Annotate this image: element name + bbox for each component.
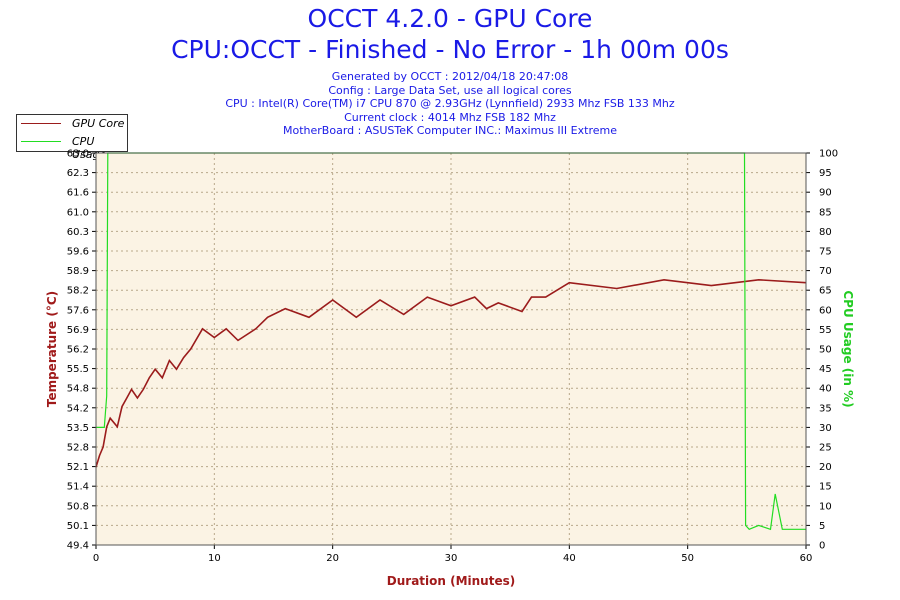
info-motherboard: MotherBoard : ASUSTeK Computer INC.: Max… [283,124,617,137]
y-tick-label: 61.6 [67,188,89,199]
y2-tick-label: 60 [819,305,832,316]
info-clock: Current clock : 4014 Mhz FSB 182 Mhz [344,110,556,124]
y2-tick-label: 45 [819,364,832,375]
chart-subtitle: CPU:OCCT - Finished - No Error - 1h 00m … [171,35,729,64]
y-tick-label: 57.6 [67,305,89,316]
y2-tick-label: 40 [819,384,832,395]
y2-tick-label: 95 [819,168,832,179]
y-tick-label: 49.4 [67,541,89,552]
y2-tick-label: 15 [819,482,832,493]
x-tick-label: 60 [800,553,813,564]
y2-tick-label: 85 [819,207,832,218]
y-tick-label: 52.1 [67,462,89,473]
legend-item-gpu: GPU Core [17,115,127,133]
y-tick-label: 58.9 [67,266,89,277]
info-generated: Generated by OCCT : 2012/04/18 20:47:08 [331,70,569,83]
y-tick-label: 53.5 [67,423,89,434]
y-tick-label: 52.8 [67,443,89,454]
x-tick-label: 40 [563,553,576,564]
x-tick-label: 10 [208,553,221,564]
y-tick-label: 59.6 [67,247,89,258]
y2-tick-label: 80 [819,227,832,238]
y2-tick-label: 0 [819,541,825,552]
x-tick-label: 0 [93,553,99,564]
plot-frame [95,152,807,546]
y-tick-label: 60.3 [67,227,89,238]
legend-swatch-gpu [21,123,61,124]
y2-tick-label: 5 [819,521,825,532]
x-axis-label: Duration (Minutes) [387,574,515,588]
y-tick-label: 55.5 [67,364,89,375]
y2-tick-label: 70 [819,266,832,277]
legend-swatch-cpu [21,141,61,142]
y2-axis-label: CPU Usage (in %) [841,290,855,407]
y2-tick-label: 25 [819,443,832,454]
x-tick-label: 30 [445,553,458,564]
y-tick-label: 62.3 [67,168,89,179]
y2-tick-label: 100 [819,149,838,160]
y-tick-label: 56.2 [67,345,89,356]
y2-tick-label: 90 [819,188,832,199]
y2-tick-label: 35 [819,403,832,414]
x-tick-label: 50 [681,553,694,564]
y2-tick-label: 30 [819,423,832,434]
y-tick-label: 63.0 [67,149,89,160]
y2-tick-label: 10 [819,501,832,512]
series-line-gpu-core [95,278,807,468]
y-tick-label: 51.4 [67,482,89,493]
info-config: Config : Large Data Set, use all logical… [328,83,572,97]
y-tick-label: 50.1 [67,521,89,532]
y2-tick-label: 55 [819,325,832,336]
info-cpu: CPU : Intel(R) Core(TM) i7 CPU 870 @ 2.9… [225,97,675,110]
legend-label-gpu: GPU Core [72,117,125,130]
y-tick-label: 54.2 [67,403,89,414]
x-tick-label: 20 [326,553,339,564]
y-tick-label: 50.8 [67,501,89,512]
y-tick-label: 54.8 [67,384,89,395]
y2-tick-label: 65 [819,286,832,297]
y2-tick-label: 20 [819,462,832,473]
y-tick-label: 58.2 [67,286,89,297]
chart-legend: GPU Core CPU Usage [16,114,128,161]
y-axis-label: Temperature (°C) [45,291,59,407]
y-tick-label: 61.0 [67,207,89,218]
y-tick-label: 56.9 [67,325,89,336]
chart-title: OCCT 4.2.0 - GPU Core [307,4,593,33]
y2-tick-label: 50 [819,345,832,356]
y2-tick-label: 75 [819,247,832,258]
